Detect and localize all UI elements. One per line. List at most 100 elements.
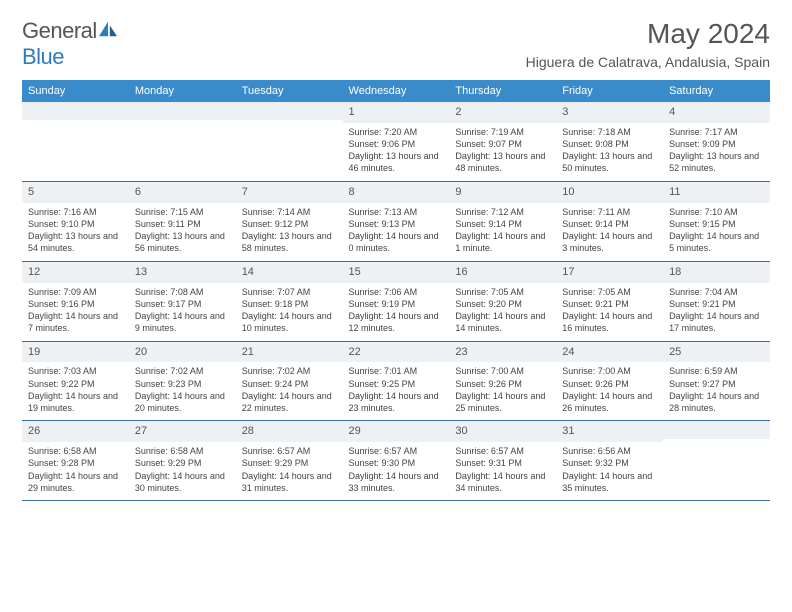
day-body: Sunrise: 7:03 AMSunset: 9:22 PMDaylight:… <box>22 362 129 420</box>
day-body: Sunrise: 6:57 AMSunset: 9:31 PMDaylight:… <box>449 442 556 500</box>
daylight-line: Daylight: 14 hours and 9 minutes. <box>135 310 230 334</box>
sunrise-line: Sunrise: 7:00 AM <box>455 365 550 377</box>
sunset-line: Sunset: 9:29 PM <box>135 457 230 469</box>
day-number: 23 <box>449 342 556 363</box>
day-number: 22 <box>343 342 450 363</box>
sunset-line: Sunset: 9:08 PM <box>562 138 657 150</box>
sunrise-line: Sunrise: 7:02 AM <box>242 365 337 377</box>
day-number: 8 <box>343 182 450 203</box>
daylight-line: Daylight: 14 hours and 29 minutes. <box>28 470 123 494</box>
day-body: Sunrise: 6:58 AMSunset: 9:29 PMDaylight:… <box>129 442 236 500</box>
day-body <box>129 120 236 178</box>
day-body: Sunrise: 7:05 AMSunset: 9:21 PMDaylight:… <box>556 283 663 341</box>
weekday-header: Friday <box>556 80 663 102</box>
daylight-line: Daylight: 13 hours and 46 minutes. <box>349 150 444 174</box>
daylight-line: Daylight: 14 hours and 30 minutes. <box>135 470 230 494</box>
calendar-cell: 21Sunrise: 7:02 AMSunset: 9:24 PMDayligh… <box>236 341 343 421</box>
day-number: 27 <box>129 421 236 442</box>
calendar-cell: 22Sunrise: 7:01 AMSunset: 9:25 PMDayligh… <box>343 341 450 421</box>
daylight-line: Daylight: 14 hours and 16 minutes. <box>562 310 657 334</box>
sunset-line: Sunset: 9:21 PM <box>669 298 764 310</box>
weekday-header: Monday <box>129 80 236 102</box>
sunset-line: Sunset: 9:13 PM <box>349 218 444 230</box>
sunset-line: Sunset: 9:30 PM <box>349 457 444 469</box>
day-body: Sunrise: 7:00 AMSunset: 9:26 PMDaylight:… <box>556 362 663 420</box>
daylight-line: Daylight: 14 hours and 34 minutes. <box>455 470 550 494</box>
sunset-line: Sunset: 9:12 PM <box>242 218 337 230</box>
day-body: Sunrise: 7:07 AMSunset: 9:18 PMDaylight:… <box>236 283 343 341</box>
sunrise-line: Sunrise: 7:04 AM <box>669 286 764 298</box>
day-body: Sunrise: 7:02 AMSunset: 9:24 PMDaylight:… <box>236 362 343 420</box>
day-number: 13 <box>129 262 236 283</box>
daylight-line: Daylight: 14 hours and 25 minutes. <box>455 390 550 414</box>
sunrise-line: Sunrise: 6:58 AM <box>135 445 230 457</box>
sunrise-line: Sunrise: 7:00 AM <box>562 365 657 377</box>
day-number: 6 <box>129 182 236 203</box>
sunrise-line: Sunrise: 7:14 AM <box>242 206 337 218</box>
day-number: 20 <box>129 342 236 363</box>
sunrise-line: Sunrise: 7:05 AM <box>455 286 550 298</box>
calendar-cell: 16Sunrise: 7:05 AMSunset: 9:20 PMDayligh… <box>449 261 556 341</box>
day-number <box>236 102 343 120</box>
day-body <box>236 120 343 178</box>
sunset-line: Sunset: 9:14 PM <box>562 218 657 230</box>
sunrise-line: Sunrise: 7:17 AM <box>669 126 764 138</box>
day-body: Sunrise: 7:09 AMSunset: 9:16 PMDaylight:… <box>22 283 129 341</box>
day-body <box>22 120 129 178</box>
day-number: 4 <box>663 102 770 123</box>
calendar-cell <box>22 102 129 181</box>
calendar-table: SundayMondayTuesdayWednesdayThursdayFrid… <box>22 80 770 501</box>
header: General Blue May 2024 Higuera de Calatra… <box>22 18 770 70</box>
daylight-line: Daylight: 13 hours and 54 minutes. <box>28 230 123 254</box>
day-body: Sunrise: 6:57 AMSunset: 9:29 PMDaylight:… <box>236 442 343 500</box>
day-number: 24 <box>556 342 663 363</box>
day-body: Sunrise: 6:56 AMSunset: 9:32 PMDaylight:… <box>556 442 663 500</box>
sunset-line: Sunset: 9:20 PM <box>455 298 550 310</box>
day-number <box>129 102 236 120</box>
calendar-cell: 2Sunrise: 7:19 AMSunset: 9:07 PMDaylight… <box>449 102 556 181</box>
day-body: Sunrise: 7:04 AMSunset: 9:21 PMDaylight:… <box>663 283 770 341</box>
sunrise-line: Sunrise: 7:18 AM <box>562 126 657 138</box>
day-body: Sunrise: 7:18 AMSunset: 9:08 PMDaylight:… <box>556 123 663 181</box>
sunset-line: Sunset: 9:25 PM <box>349 378 444 390</box>
day-number: 18 <box>663 262 770 283</box>
sunset-line: Sunset: 9:26 PM <box>562 378 657 390</box>
sunrise-line: Sunrise: 6:56 AM <box>562 445 657 457</box>
daylight-line: Daylight: 13 hours and 56 minutes. <box>135 230 230 254</box>
calendar-cell: 24Sunrise: 7:00 AMSunset: 9:26 PMDayligh… <box>556 341 663 421</box>
daylight-line: Daylight: 14 hours and 26 minutes. <box>562 390 657 414</box>
day-body: Sunrise: 7:05 AMSunset: 9:20 PMDaylight:… <box>449 283 556 341</box>
sunset-line: Sunset: 9:27 PM <box>669 378 764 390</box>
calendar-cell: 4Sunrise: 7:17 AMSunset: 9:09 PMDaylight… <box>663 102 770 181</box>
daylight-line: Daylight: 13 hours and 48 minutes. <box>455 150 550 174</box>
daylight-line: Daylight: 14 hours and 0 minutes. <box>349 230 444 254</box>
day-body: Sunrise: 7:10 AMSunset: 9:15 PMDaylight:… <box>663 203 770 261</box>
day-number: 17 <box>556 262 663 283</box>
sunset-line: Sunset: 9:24 PM <box>242 378 337 390</box>
calendar-row: 12Sunrise: 7:09 AMSunset: 9:16 PMDayligh… <box>22 261 770 341</box>
calendar-row: 1Sunrise: 7:20 AMSunset: 9:06 PMDaylight… <box>22 102 770 181</box>
daylight-line: Daylight: 14 hours and 35 minutes. <box>562 470 657 494</box>
sunrise-line: Sunrise: 6:57 AM <box>349 445 444 457</box>
calendar-cell: 26Sunrise: 6:58 AMSunset: 9:28 PMDayligh… <box>22 421 129 501</box>
sunrise-line: Sunrise: 7:08 AM <box>135 286 230 298</box>
calendar-cell: 18Sunrise: 7:04 AMSunset: 9:21 PMDayligh… <box>663 261 770 341</box>
day-number <box>22 102 129 120</box>
daylight-line: Daylight: 14 hours and 10 minutes. <box>242 310 337 334</box>
day-number: 31 <box>556 421 663 442</box>
day-number: 25 <box>663 342 770 363</box>
daylight-line: Daylight: 13 hours and 52 minutes. <box>669 150 764 174</box>
sunrise-line: Sunrise: 7:05 AM <box>562 286 657 298</box>
daylight-line: Daylight: 13 hours and 50 minutes. <box>562 150 657 174</box>
calendar-cell: 28Sunrise: 6:57 AMSunset: 9:29 PMDayligh… <box>236 421 343 501</box>
sunset-line: Sunset: 9:26 PM <box>455 378 550 390</box>
day-number: 16 <box>449 262 556 283</box>
sunset-line: Sunset: 9:22 PM <box>28 378 123 390</box>
weekday-header: Sunday <box>22 80 129 102</box>
sunrise-line: Sunrise: 7:12 AM <box>455 206 550 218</box>
daylight-line: Daylight: 14 hours and 17 minutes. <box>669 310 764 334</box>
day-body: Sunrise: 7:16 AMSunset: 9:10 PMDaylight:… <box>22 203 129 261</box>
calendar-cell: 14Sunrise: 7:07 AMSunset: 9:18 PMDayligh… <box>236 261 343 341</box>
daylight-line: Daylight: 14 hours and 19 minutes. <box>28 390 123 414</box>
sunrise-line: Sunrise: 7:09 AM <box>28 286 123 298</box>
